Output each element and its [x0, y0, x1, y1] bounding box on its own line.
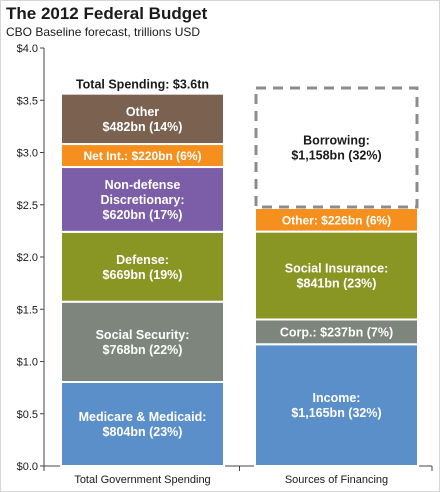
bar-segment	[60, 380, 225, 467]
y-tick-label: $3.5	[17, 95, 38, 107]
category-label: Total Government Spending	[74, 474, 210, 486]
bar-segment	[254, 318, 419, 346]
segment-label: Corp.: $237bn (7%)	[280, 325, 393, 339]
segment-label: Social Security:	[96, 328, 190, 342]
segment-label: Medicare & Medicaid:	[79, 410, 207, 424]
y-tick-label: $1.0	[17, 357, 38, 369]
y-tick-label: $1.5	[17, 304, 38, 316]
segment-label: Net Int.: $220bn (6%)	[83, 149, 201, 163]
segment-label: $669bn (19%)	[103, 268, 183, 282]
y-tick-label: $3.0	[17, 148, 38, 160]
bar-segment	[60, 166, 225, 233]
bar-segment-borrowing	[254, 86, 419, 209]
segment-label: Income:	[313, 391, 361, 405]
segment-label: $1,158bn (32%)	[291, 148, 381, 162]
total-spending-label: Total Spending: $3.6tn	[76, 78, 209, 92]
y-tick-label: $4.0	[17, 43, 38, 55]
segment-label: $482bn (14%)	[103, 120, 183, 134]
y-tick-label: $0.5	[17, 409, 38, 421]
segment-label: Other	[126, 105, 159, 119]
segment-label: $1,165bn (32%)	[291, 406, 381, 420]
chart-subtitle: CBO Baseline forecast, trillions USD	[6, 25, 201, 39]
bar-segment	[60, 300, 225, 383]
bar-segment	[254, 343, 419, 468]
bar-segment	[254, 230, 419, 321]
segment-label: Other: $226bn (6%)	[282, 213, 391, 227]
segment-label: Defense:	[116, 253, 169, 267]
segment-label: Borrowing:	[303, 133, 370, 147]
chart-title: The 2012 Federal Budget	[6, 4, 208, 23]
category-label: Sources of Financing	[285, 474, 388, 486]
segment-label: $768bn (22%)	[103, 343, 183, 357]
bar-segment	[60, 92, 225, 146]
bar-segment	[60, 230, 225, 303]
segment-label: $804bn (23%)	[103, 425, 183, 439]
segment-label: Discretionary:	[100, 193, 184, 207]
segment-label: Social Insurance:	[285, 262, 389, 276]
segment-label: $841bn (23%)	[297, 277, 377, 291]
y-tick-label: $2.0	[17, 252, 38, 264]
y-tick-label: $0.0	[17, 461, 38, 473]
y-tick-label: $2.5	[17, 200, 38, 212]
segment-label: Non-defense	[105, 178, 181, 192]
segment-label: $620bn (17%)	[103, 208, 183, 222]
